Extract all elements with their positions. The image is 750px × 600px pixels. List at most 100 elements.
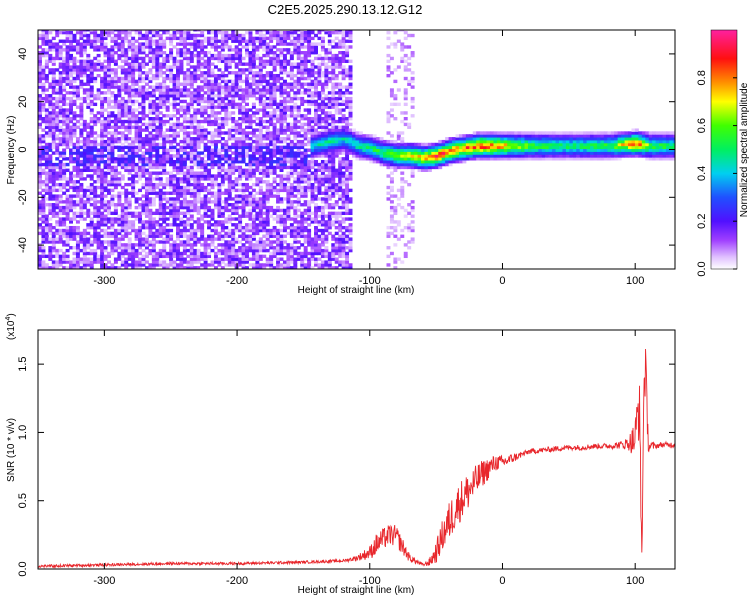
spectrogram-cell [314,251,318,256]
spectrogram-cell [65,177,70,181]
spectrogram-cell [245,228,249,233]
spectrogram-cell [262,220,267,224]
spectrogram-cell [144,114,149,118]
spectrogram-cell [117,214,122,218]
spectrogram-cell [255,240,260,244]
spectrogram-cell [217,160,222,164]
spectrogram-cell [51,125,56,129]
spectrogram-cell [131,263,136,267]
spectrogram-cell [279,148,284,152]
spectrogram-cell [58,211,63,216]
spectrogram-cell [162,154,167,158]
spectrogram-cell [196,194,201,198]
spectrogram-cell [186,62,191,66]
spectrogram-cell [289,257,294,261]
spectrogram-cell [262,154,267,158]
spectrogram-cell [272,65,277,69]
spectrogram-cell [265,82,270,86]
spectrogram-cell [100,125,105,129]
spectrogram-cell [279,71,284,75]
spectrogram-cell [269,194,274,198]
spectrogram-cell [289,205,294,210]
spectrogram-cell [262,203,267,207]
spectrogram-cell [186,260,191,264]
spectrogram-cell [107,96,111,101]
spectrogram-cell [51,116,56,121]
spectrogram-cell [96,91,101,95]
spectrogram-cell [113,208,118,213]
spectrogram-cell [55,182,60,187]
spectrogram-cell [231,137,236,141]
spectrogram-cell [193,48,198,52]
spectrogram-cell [241,246,246,250]
spectrogram-cell [117,137,122,141]
spectrogram-cell [138,174,143,178]
spectrogram-cell [220,53,225,58]
spectrogram-cell [269,171,274,175]
spectrogram-cell [89,59,94,64]
spectrogram-cell [131,99,136,104]
spectrogram-cell [245,248,249,253]
spectrogram-cell [314,33,318,38]
spectrogram-cell [131,68,136,72]
spectrogram-cell [144,168,149,172]
spectrogram-cell [189,42,194,46]
spectrogram-cell [44,157,49,161]
spectrogram-cell [303,151,308,155]
spectrogram-cell [82,30,87,32]
spectrogram-cell [103,160,108,164]
spectrogram-cell [258,208,263,213]
spectrogram-cell [189,234,194,238]
spectrogram-cell [58,254,63,259]
spectrogram-cell [269,165,274,170]
spectrogram-cell [75,214,80,218]
spectrogram-cell [169,88,174,92]
spectrogram-cell [172,180,177,184]
spectrogram-cell [258,257,263,261]
spectrogram-cell [207,177,212,181]
spectrogram-cell [279,200,284,204]
spectrogram-cell [289,108,294,112]
spectrogram-cell [234,53,239,58]
spectrogram-cell [265,208,270,213]
spectrogram-cell [269,45,274,49]
spectrogram-cell [238,96,243,101]
spectrogram-cell [89,162,94,167]
spectrogram-cell [151,116,156,121]
spectrogram-cell [196,154,201,158]
spectrogram-cell [207,188,212,193]
spectrogram-cell [110,82,115,86]
spectrogram-cell [296,51,301,55]
spectrogram-cell [231,185,236,190]
spectrogram-cell [241,231,246,236]
spectrogram-cell [169,122,174,127]
spectrogram-cell [155,223,160,227]
spectrogram-cell [62,102,67,107]
spectrogram-cell [262,254,267,259]
spectrogram-cell [296,62,301,66]
spectrogram-cell [227,234,232,238]
spectrogram-cell [51,105,56,109]
spectrogram-cell [251,94,256,98]
spectrogram-cell [62,65,67,69]
spectrogram-cell [100,114,105,118]
spectrogram-cell [258,30,263,35]
spectrogram-cell [51,56,56,61]
spectrogram-cell [103,182,108,187]
spectrogram-cell [241,114,246,118]
spectrogram-cell [303,217,308,221]
spectrogram-cell [134,62,139,66]
spectrogram-cell [276,85,281,89]
spectrogram-cell [162,142,167,147]
spectrogram-cell [72,180,77,184]
spectrogram-cell [272,85,277,89]
spectrogram-cell [113,137,118,141]
spectrogram-cell [272,91,277,95]
spectrogram-cell [158,122,163,127]
spectrogram-cell [210,102,215,107]
spectrogram-cell [58,223,63,227]
spectrogram-cell [213,180,218,184]
spectrogram-cell [210,39,215,43]
spectrogram-cell [165,157,170,161]
spectrogram-cell [75,200,80,204]
